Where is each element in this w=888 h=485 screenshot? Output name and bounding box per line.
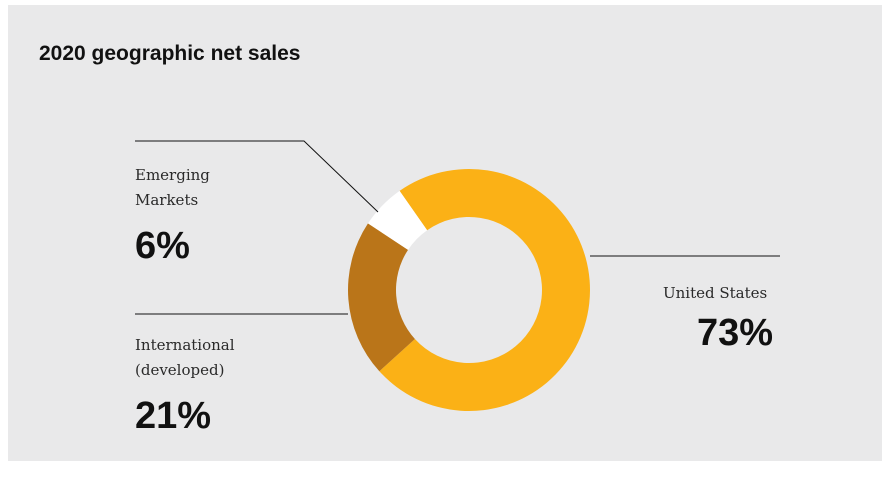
donut-slice-united-states <box>379 169 590 411</box>
chart-title: 2020 geographic net sales <box>39 42 301 65</box>
donut-slice-international <box>348 223 415 372</box>
label-united-states: United States <box>663 284 768 302</box>
leader-line-emerging-markets <box>135 140 379 213</box>
value-emerging-markets: 6% <box>135 225 190 267</box>
value-international: 21% <box>135 395 212 437</box>
value-united-states: 73% <box>697 312 774 354</box>
donut-slice-emerging-markets <box>367 190 428 250</box>
label-emerging-markets: Emerging Markets <box>135 166 210 209</box>
label-international: International (developed) <box>135 336 235 379</box>
